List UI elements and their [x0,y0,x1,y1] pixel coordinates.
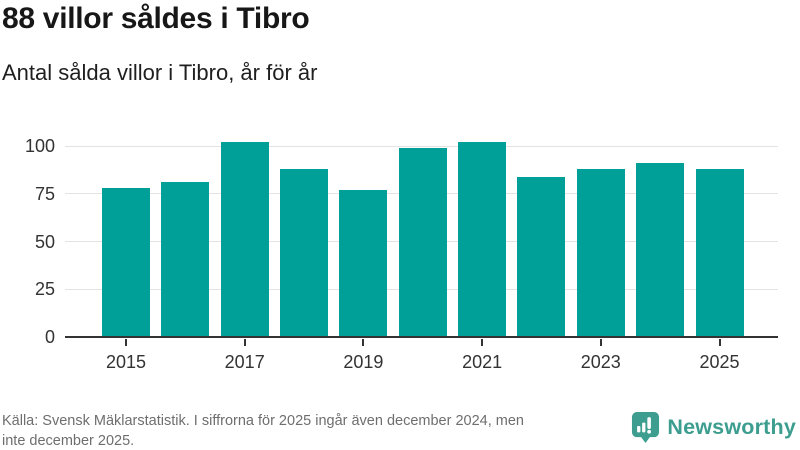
x-tick-label-2025: 2025 [699,352,740,372]
page-title: 88 villor såldes i Tibro [2,2,310,35]
bar-2019 [339,189,388,337]
bar-2017 [220,142,269,337]
bar-2021 [458,142,507,337]
y-tick-label-25: 25 [34,279,55,300]
y-tick-label-50: 50 [34,231,55,252]
bar-2022 [517,176,566,337]
y-axis-labels: 0 25 50 75 100 [0,0,55,450]
y-tick-label-0: 0 [44,327,55,347]
chart-plot-area: 2015 2017 2019 2021 2023 2025 [65,142,778,372]
x-tick-label-2019: 2019 [343,352,384,372]
newsworthy-logo-icon [632,412,660,443]
gridline-100 [65,145,778,147]
bar-2018 [280,168,329,337]
chart-subtitle: Antal sålda villor i Tibro, år för år [2,60,318,85]
bar-2024 [636,163,685,337]
source-note: Källa: Svensk Mäklarstatistik. I siffror… [2,412,524,450]
x-tick-label-2017: 2017 [224,352,265,372]
x-tick-2021 [481,339,484,346]
x-tick-2019 [362,339,365,346]
x-tick-label-2021: 2021 [462,352,503,372]
x-tick-2017 [243,339,246,346]
source-note-line2: inte december 2025. [2,432,135,449]
x-tick-2023 [599,339,602,346]
bar-2023 [576,168,625,337]
source-note-line1: Källa: Svensk Mäklarstatistik. I siffror… [2,413,524,429]
y-tick-label-100: 100 [24,136,55,156]
bar-2020 [398,147,447,337]
bar-2016 [161,182,210,337]
bar-2025 [695,168,744,337]
x-tick-2015 [125,339,127,346]
x-tick-label-2015: 2015 [105,352,147,372]
x-tick-2025 [718,339,721,346]
y-tick-label-75: 75 [34,183,55,204]
x-tick-label-2023: 2023 [580,352,621,372]
newsworthy-logo-text: Newsworthy [667,415,796,439]
bar-2015 [102,188,150,337]
x-axis-line [65,336,778,338]
newsworthy-logo[interactable]: Newsworthy [631,411,796,444]
